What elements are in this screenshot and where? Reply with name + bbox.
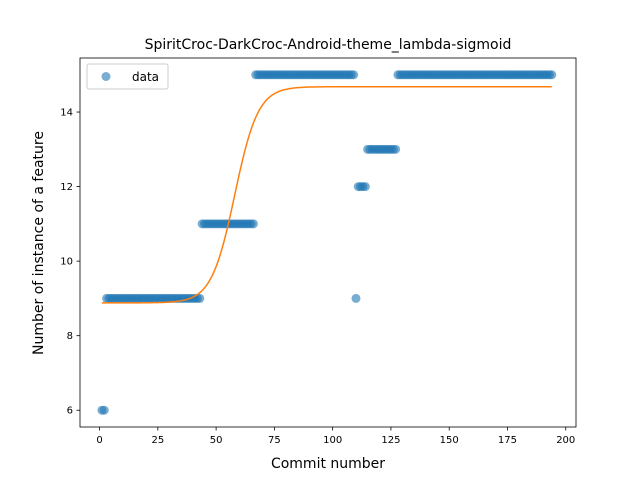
x-tick-label: 175: [498, 435, 517, 446]
data-point: [351, 293, 361, 303]
x-tick-label: 0: [96, 435, 102, 446]
plot-marks: [97, 70, 557, 415]
data-point: [360, 182, 370, 192]
x-tick-label: 100: [323, 435, 342, 446]
legend: data: [86, 63, 169, 90]
sigmoid-fit-line: [101, 85, 552, 304]
x-tick-label: 200: [556, 435, 575, 446]
x-axis-label: Commit number: [271, 456, 385, 472]
plot-frame: [79, 57, 577, 428]
y-tick-label: 12: [60, 182, 73, 193]
y-axis-label: Number of instance of a feature: [31, 131, 47, 355]
y-tick-label: 6: [67, 406, 73, 417]
legend-marker-data: [101, 72, 111, 81]
data-point: [547, 70, 557, 80]
data-point: [99, 405, 109, 415]
y-tick-label: 10: [60, 257, 73, 268]
data-point: [391, 144, 401, 154]
data-point: [248, 219, 258, 229]
x-tick-label: 125: [381, 435, 400, 446]
data-point: [349, 70, 359, 80]
x-tick-label: 150: [440, 435, 459, 446]
y-tick-label: 8: [67, 331, 73, 342]
chart-title: SpiritCroc-DarkCroc-Android-theme_lambda…: [145, 37, 512, 53]
legend-box: [86, 63, 169, 90]
x-tick-label: 75: [268, 435, 281, 446]
x-tick-label: 25: [151, 435, 164, 446]
x-tick-label: 50: [210, 435, 223, 446]
legend-label-data: data: [132, 70, 159, 84]
data-point: [195, 293, 205, 303]
y-tick-label: 14: [60, 108, 73, 119]
axes: 0 25 50 75 100 125 150 175 200 6 8 10 12 14: [60, 57, 577, 446]
